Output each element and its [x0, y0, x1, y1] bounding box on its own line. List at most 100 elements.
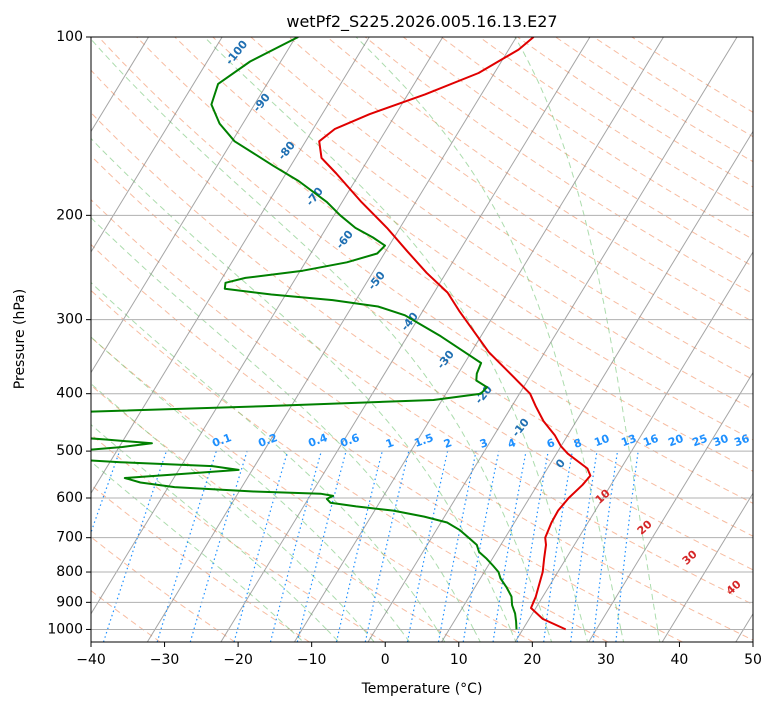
dry-adiabat: [91, 384, 459, 642]
dry-adiabat: [91, 336, 534, 642]
moist-adiabat: [514, 37, 659, 630]
dry-adiabat: [91, 199, 753, 641]
dry-adiabat: [250, 37, 753, 381]
x-tick-label: 20: [523, 652, 541, 668]
mixing-ratio-label: 0.6: [338, 431, 361, 450]
mixing-ratio-label: 16: [641, 432, 660, 450]
mixing-ratio-line: [543, 450, 573, 642]
dry-adiabat: [212, 37, 753, 410]
mixing-ratio-label: 1.5: [412, 431, 435, 450]
y-axis: 100 200 300 400 500 600 700 800 900 1000: [47, 29, 91, 637]
y-tick-label: 600: [56, 490, 83, 506]
isotherm: [514, 251, 753, 642]
y-tick-label: 500: [56, 443, 83, 459]
mixing-ratio-line: [570, 451, 598, 642]
mixing-ratio-label: 0.1: [210, 431, 233, 450]
moist-adiabat: [473, 629, 481, 642]
x-tick-label: −10: [297, 652, 327, 668]
moist-adiabat: [91, 460, 291, 630]
moist-adiabat: [91, 281, 438, 630]
isotherm: [220, 37, 591, 642]
mixing-ratio-label: 4: [506, 436, 518, 451]
isotherm: [661, 492, 753, 642]
moist-adiabat: [657, 629, 661, 642]
mixing-ratio-line: [233, 450, 289, 642]
moist-adiabat: [91, 216, 475, 630]
mixing-ratio-label: 0.2: [256, 431, 279, 450]
mixing-ratio-label: 0.4: [306, 431, 329, 450]
dry-adiabat: [91, 536, 236, 642]
y-tick-label: 100: [56, 29, 83, 45]
plot-frame: [90, 36, 754, 643]
moist-adiabat: [363, 629, 375, 642]
dry-adiabat: [174, 37, 753, 441]
mixing-ratio-label: 10: [592, 432, 611, 450]
mixing-ratio-line: [437, 450, 477, 642]
temperature-profile: [318, 37, 592, 631]
moist-adiabat: [510, 629, 517, 642]
dry-adiabat: [91, 111, 753, 571]
isotherm: [588, 371, 753, 642]
moist-adiabat: [91, 383, 364, 630]
y-tick-label: 1000: [47, 621, 83, 637]
mixing-ratio-label: 1: [384, 436, 396, 451]
isotherm: [91, 37, 150, 133]
x-tick-label: −30: [150, 652, 180, 668]
moist-adiabat: [326, 629, 340, 642]
moist-adiabat: [91, 38, 548, 630]
profiles: [91, 37, 592, 631]
dry-adiabat: [91, 589, 161, 642]
x-tick-label: 10: [450, 652, 468, 668]
isotherm: [440, 130, 753, 642]
y-tick-label: 800: [56, 564, 83, 580]
plot-background: [91, 37, 753, 642]
pressure-gridlines: [91, 37, 753, 630]
isotherm: [367, 37, 738, 642]
mixing-ratio-label: 3: [478, 436, 490, 451]
dry-adiabat: [91, 289, 609, 642]
y-tick-label: 400: [56, 386, 83, 402]
dry-adiabat: [91, 243, 683, 642]
moist-adiabat: [620, 629, 625, 642]
mixing-ratio-label: 20: [666, 432, 685, 450]
mixing-ratio-label: 36: [732, 432, 751, 450]
y-tick-label: 700: [56, 530, 83, 546]
moist-adiabat: [204, 37, 585, 630]
x-tick-label: 40: [671, 652, 689, 668]
chart-title: wetPf2_S225.2026.005.16.13.E27: [286, 12, 557, 32]
x-tick-label: −40: [76, 652, 106, 668]
dewpoint-profile: [91, 37, 518, 630]
mixing-ratio-label: 6: [545, 436, 557, 451]
mixing-ratio-label: 13: [619, 432, 638, 449]
x-axis: −40 −30 −20 −10 0 10 20 30 40 50: [76, 642, 762, 668]
x-tick-label: 30: [597, 652, 615, 668]
moist-adiabat: [546, 629, 553, 642]
mixing-ratio-label: 25: [690, 432, 709, 449]
mixing-ratio-line: [516, 450, 549, 642]
isotherm: [91, 37, 444, 615]
background-lines: [91, 37, 753, 642]
mixing-ratio-line: [462, 450, 500, 642]
isotherm: [91, 37, 370, 495]
x-axis-label: Temperature (°C): [361, 681, 483, 697]
moist-adiabat: [91, 137, 512, 630]
y-tick-label: 900: [56, 594, 83, 610]
mixing-ratio-line: [406, 450, 449, 642]
moist-adiabat: [355, 37, 622, 630]
isotherm: [91, 37, 223, 253]
y-tick-label: 300: [56, 312, 83, 328]
dry-adiabat: [91, 433, 385, 642]
dry-adiabat: [364, 37, 753, 295]
moist-adiabat: [399, 629, 410, 642]
moist-adiabat: [436, 629, 446, 642]
moist-adiabat: [91, 336, 401, 630]
mixing-ratio-line: [189, 450, 248, 642]
moist-adiabat: [583, 629, 588, 642]
mixing-ratio-line: [492, 450, 527, 642]
mixing-ratio-line: [592, 451, 619, 642]
mixing-ratio-label: 2: [442, 436, 454, 451]
mixing-ratio-line: [102, 450, 167, 642]
y-tick-label: 200: [56, 207, 83, 223]
